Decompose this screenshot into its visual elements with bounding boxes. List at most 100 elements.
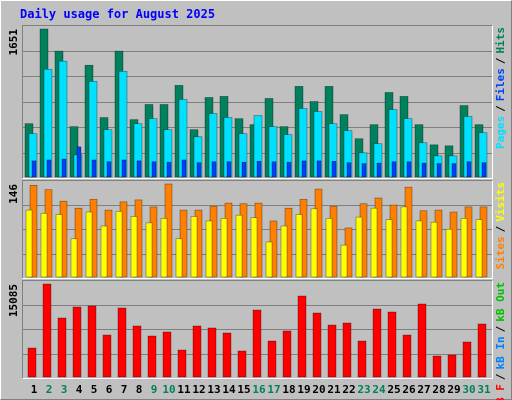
bar [447, 354, 457, 378]
legend: Pages / Files / Hits [494, 27, 507, 149]
bar [42, 283, 52, 378]
x-tick-label: 2 [46, 383, 53, 396]
bar [166, 161, 172, 178]
x-tick-label: 6 [106, 383, 113, 396]
bar [417, 303, 427, 378]
x-tick-label: 22 [342, 383, 355, 396]
y-tick-label: 15085 [7, 284, 20, 317]
legend-separator: / [494, 325, 507, 332]
legend-separator: / [494, 225, 507, 232]
x-tick-label: 16 [252, 383, 266, 396]
legend-entry: kB F [494, 384, 507, 400]
bar [340, 244, 348, 278]
bar [147, 335, 157, 378]
x-tick-label: 18 [282, 383, 295, 396]
bar [400, 206, 408, 278]
bar [267, 340, 277, 378]
bar [301, 160, 307, 178]
bar [342, 322, 352, 378]
bar [271, 161, 277, 178]
bar [117, 307, 127, 378]
bar [451, 163, 457, 178]
bar [72, 306, 82, 378]
bar [415, 220, 423, 278]
bar [132, 325, 142, 378]
bar [190, 216, 198, 278]
legend-entry: Hits [494, 27, 507, 54]
bar [346, 162, 352, 178]
legend-entry: Files [494, 68, 507, 101]
bar [462, 341, 472, 378]
bar [355, 216, 363, 278]
x-tick-label: 8 [136, 383, 143, 396]
x-tick-label: 29 [447, 383, 460, 396]
bar [430, 221, 438, 278]
bar [177, 349, 187, 378]
bar [385, 219, 393, 278]
x-tick-label: 9 [151, 383, 158, 396]
legend-separator: / [494, 105, 507, 112]
legend-entry: Pages [494, 116, 507, 149]
bar [145, 222, 153, 278]
x-tick-label: 12 [192, 383, 205, 396]
bar [295, 214, 303, 278]
bar [477, 323, 487, 378]
bar [402, 334, 412, 378]
bar [130, 216, 138, 278]
bar [85, 211, 93, 278]
bar [181, 159, 187, 178]
bar [121, 159, 127, 178]
bar [327, 324, 337, 378]
bar [46, 159, 52, 178]
bar [445, 228, 453, 278]
bar [310, 208, 318, 278]
bar [61, 158, 67, 178]
bar [297, 295, 307, 378]
bar [475, 219, 483, 278]
bar [87, 305, 97, 378]
bar [237, 350, 247, 378]
chart-title: Daily usage for August 2025 [20, 7, 215, 21]
x-tick-label: 17 [267, 383, 280, 396]
bar [282, 330, 292, 378]
x-tick-label: 23 [357, 383, 370, 396]
x-tick-label: 20 [312, 383, 325, 396]
x-tick-label: 28 [432, 383, 445, 396]
panel-edge [22, 280, 493, 379]
bar [250, 217, 258, 278]
bar [256, 161, 262, 178]
x-tick-label: 10 [162, 383, 175, 396]
bar [102, 334, 112, 378]
x-tick-label: 30 [462, 383, 475, 396]
legend-separator: / [494, 373, 507, 380]
x-tick-label: 19 [297, 383, 310, 396]
panel-edge [22, 25, 493, 179]
x-tick-label: 1 [31, 383, 38, 396]
bar [70, 238, 78, 278]
legend: Sites / Visits [494, 182, 507, 270]
bar [280, 225, 288, 278]
bar [325, 218, 333, 278]
bar [252, 309, 262, 378]
x-tick-label: 24 [372, 383, 386, 396]
bar [481, 162, 487, 178]
bar [286, 161, 292, 178]
bar [235, 214, 243, 278]
bar [466, 161, 472, 178]
bar [211, 161, 217, 178]
bar [151, 161, 157, 178]
bar [372, 308, 382, 378]
x-tick-label: 31 [477, 383, 491, 396]
bar [25, 209, 33, 278]
x-tick-label: 3 [61, 383, 68, 396]
bar [55, 214, 63, 278]
bar [460, 218, 468, 278]
legend-separator: / [494, 57, 507, 64]
bar [406, 161, 412, 178]
x-tick-label: 14 [222, 383, 236, 396]
bar [316, 160, 322, 178]
bar [160, 218, 168, 278]
panel-edge [22, 180, 493, 279]
bar [436, 163, 442, 178]
x-tick-label: 25 [387, 383, 400, 396]
